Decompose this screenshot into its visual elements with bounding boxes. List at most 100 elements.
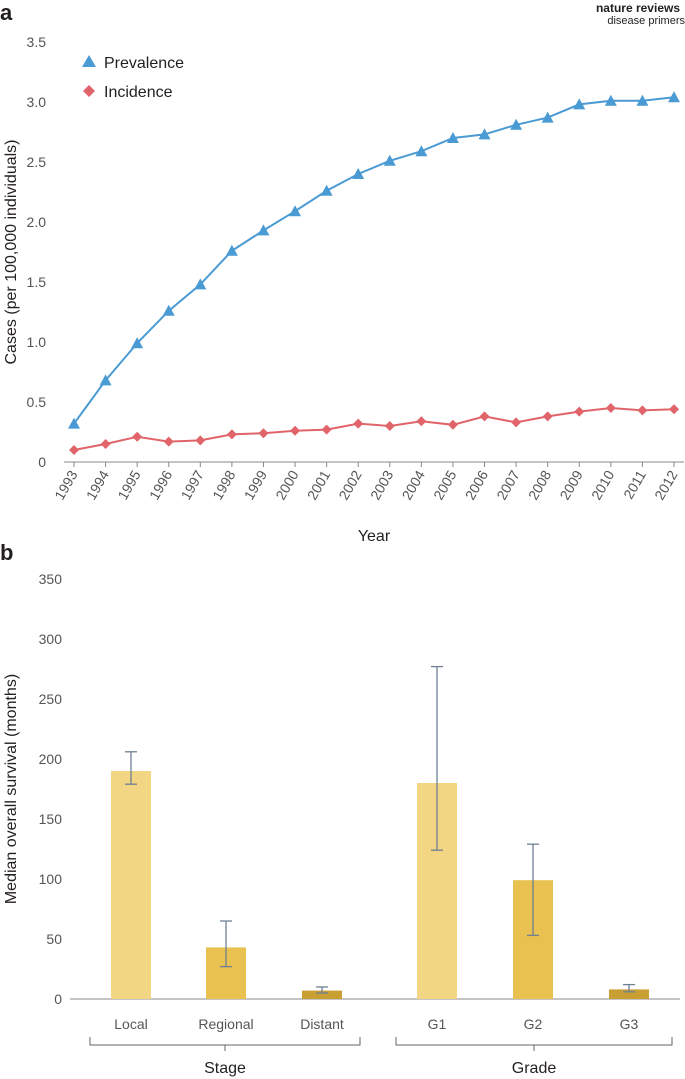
panel-a-series (68, 91, 680, 455)
data-point-incidence (574, 406, 585, 417)
panel-b-bars: Local Regional Distant G1 G2 G3 (111, 665, 649, 1032)
panel-a-x-tick: 1995 (114, 467, 144, 502)
panel-a-x-ticks: 1993 1994 1995 1996 1997 1998 1999 2000 2001 2002… (51, 462, 681, 502)
panel-a-y-axis-label: Cases (per 100,000 individuals) (3, 139, 20, 364)
data-point-prevalence (99, 374, 112, 386)
category-label-local: Local (114, 1016, 147, 1032)
panel-a-y-ticks: 0 0.5 1.0 1.5 2.0 2.5 3.0 3.5 (27, 34, 47, 470)
data-point-incidence (226, 429, 237, 440)
data-point-prevalence (289, 205, 302, 217)
series-line-incidence (73, 406, 675, 451)
legend-triangle-marker (82, 55, 96, 67)
data-point-incidence (447, 419, 458, 430)
panel-b-y-tick: 0 (54, 991, 62, 1007)
panel-b-y-tick: 150 (39, 811, 63, 827)
brand-title: nature reviews (596, 1, 680, 15)
data-point-prevalence (257, 224, 270, 236)
bar-distant (302, 990, 342, 999)
data-point-incidence (669, 404, 679, 415)
bar-g3 (609, 989, 649, 999)
panel-a-x-tick: 2001 (304, 467, 334, 502)
panel-a-x-tick: 2008 (525, 467, 555, 502)
panel-b-y-tick: 50 (46, 931, 62, 947)
panel-b-y-tick: 100 (39, 871, 63, 887)
legend-label-prevalence: Prevalence (104, 55, 184, 72)
data-point-incidence (637, 405, 648, 416)
data-point-incidence (290, 425, 301, 436)
group-bracket-stage (89, 1037, 361, 1046)
panel-a-x-tick: 1998 (209, 467, 239, 502)
data-point-incidence (69, 445, 79, 455)
category-label-regional: Regional (198, 1016, 253, 1032)
prevalence-incidence-chart: 00.51.01.52.02.53.03.5 1993 1994 1995 1996 1… (3, 34, 684, 545)
legend-label-incidence: Incidence (104, 84, 173, 101)
panel-a-y-tick: 2.5 (27, 154, 47, 170)
data-point-incidence (321, 424, 332, 435)
data-point-incidence (479, 411, 490, 422)
data-point-prevalence (415, 145, 428, 157)
data-point-prevalence (573, 98, 586, 110)
category-label-g1: G1 (428, 1016, 447, 1032)
bar-local (111, 771, 151, 999)
median-survival-chart: 0 50 100 150 200 250 300 350 Local Regional Dista… (3, 571, 680, 1077)
panel-a-x-tick: 2000 (272, 467, 302, 502)
group-label-grade: Grade (512, 1060, 557, 1077)
panel-a-x-tick: 2003 (367, 467, 397, 502)
data-point-prevalence (225, 244, 238, 256)
panel-b-y-tick: 350 (39, 571, 63, 587)
panel-a-legend: Prevalence Incidence (82, 55, 184, 101)
panel-a-x-tick: 2002 (335, 467, 365, 502)
panel-a-y-tick: 3.5 (27, 34, 47, 50)
panel-b-groups: Stage Grade (89, 1037, 673, 1077)
data-point-prevalence (478, 128, 491, 140)
panel-b-y-axis-label: Median overall survival (months) (3, 674, 20, 904)
panel-a-y-tick: 2.0 (27, 214, 47, 230)
panel-a-x-tick: 2012 (651, 467, 681, 502)
data-point-incidence (163, 436, 174, 447)
panel-a-x-tick: 2011 (620, 467, 649, 501)
data-point-prevalence (604, 94, 617, 106)
panel-a-y-tick: 1.0 (27, 334, 47, 350)
data-point-prevalence (352, 168, 365, 179)
panel-b-label: b (0, 540, 13, 565)
brand-subtitle: disease primers (607, 15, 685, 27)
data-point-incidence (100, 439, 111, 449)
panel-a-x-tick: 1996 (146, 467, 176, 502)
category-label-g2: G2 (524, 1016, 543, 1032)
data-point-incidence (384, 421, 395, 431)
panel-a-y-tick: 1.5 (27, 274, 47, 290)
panel-a-x-tick: 1993 (51, 467, 81, 502)
panel-a-y-tick: 3.0 (27, 94, 47, 110)
legend-diamond-marker (83, 85, 95, 97)
group-bracket-grade (395, 1037, 673, 1046)
panel-b-y-tick: 250 (39, 691, 63, 707)
data-point-prevalence (320, 184, 333, 196)
panel-a-x-tick: 2004 (399, 467, 429, 502)
series-line-prevalence (73, 96, 675, 425)
panel-b-y-tick: 300 (39, 631, 63, 647)
category-label-g3: G3 (620, 1016, 639, 1032)
data-point-prevalence (446, 132, 459, 143)
group-label-stage: Stage (204, 1060, 246, 1077)
data-point-incidence (353, 418, 364, 429)
panel-a-x-tick: 1994 (83, 467, 113, 502)
data-point-prevalence (668, 91, 680, 103)
data-point-incidence (511, 417, 522, 428)
data-point-incidence (605, 403, 616, 413)
panel-a-x-axis-label: Year (358, 528, 391, 545)
data-point-incidence (132, 431, 143, 442)
data-point-prevalence (636, 94, 649, 106)
data-point-incidence (542, 411, 553, 422)
category-label-distant: Distant (300, 1016, 344, 1032)
data-point-prevalence (131, 337, 144, 349)
data-point-prevalence (194, 278, 207, 290)
data-point-prevalence (383, 154, 396, 166)
panel-a-x-tick: 2006 (462, 467, 492, 502)
panel-a-x-tick: 2010 (588, 467, 618, 502)
data-point-incidence (258, 428, 269, 439)
panel-b-y-tick: 200 (39, 751, 63, 767)
panel-a-label: a (0, 0, 13, 25)
data-point-prevalence (68, 417, 80, 429)
data-point-prevalence (162, 304, 175, 316)
